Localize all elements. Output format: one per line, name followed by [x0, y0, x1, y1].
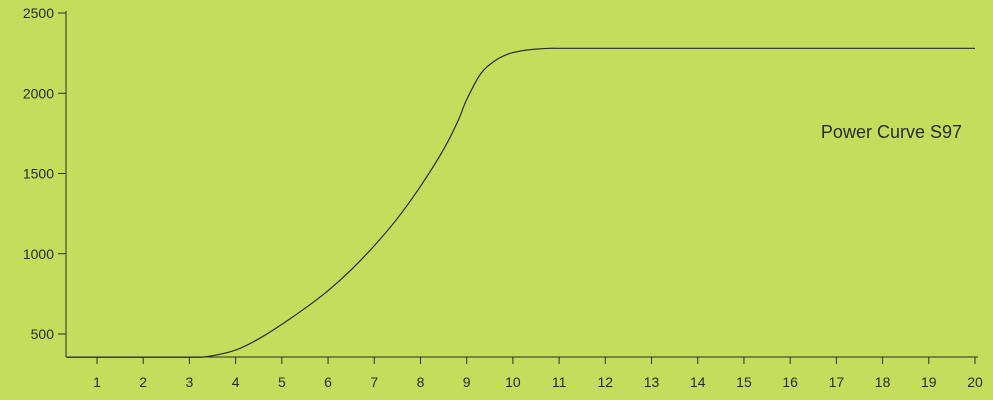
y-axis: 500 1000 1500 2000 2500: [23, 5, 67, 357]
x-tick-label: 14: [690, 374, 706, 390]
y-tick-label: 1500: [23, 166, 54, 182]
x-tick-label: 2: [139, 374, 147, 390]
x-tick-label: 5: [278, 374, 286, 390]
x-tick-label: 15: [736, 374, 752, 390]
x-tick-label: 10: [505, 374, 521, 390]
chart-annotation: Power Curve S97: [821, 122, 962, 142]
x-tick-label: 19: [921, 374, 937, 390]
y-tick-label: 2500: [23, 5, 54, 21]
x-tick-label: 3: [186, 374, 194, 390]
y-tick-label: 1000: [23, 246, 54, 262]
x-tick-label: 20: [967, 374, 983, 390]
x-tick-label: 9: [463, 374, 471, 390]
x-tick-label: 8: [417, 374, 425, 390]
x-tick-label: 6: [324, 374, 332, 390]
y-tick-label: 2000: [23, 85, 54, 101]
x-tick-label: 7: [370, 374, 378, 390]
power-curve-line: [66, 47, 975, 358]
x-tick-label: 17: [829, 374, 845, 390]
x-tick-label: 4: [232, 374, 240, 390]
x-tick-label: 18: [875, 374, 891, 390]
x-tick-label: 13: [644, 374, 660, 390]
x-axis: 1 2 3 4 5 6 7 8 9 10 11 12 13 14 15 16 17 18 19 20: [66, 356, 983, 390]
x-tick-label: 12: [598, 374, 614, 390]
y-tick-label: 500: [31, 326, 55, 342]
x-tick-label: 1: [93, 374, 101, 390]
x-tick-label: 11: [552, 374, 567, 390]
x-tick-label: 16: [782, 374, 798, 390]
